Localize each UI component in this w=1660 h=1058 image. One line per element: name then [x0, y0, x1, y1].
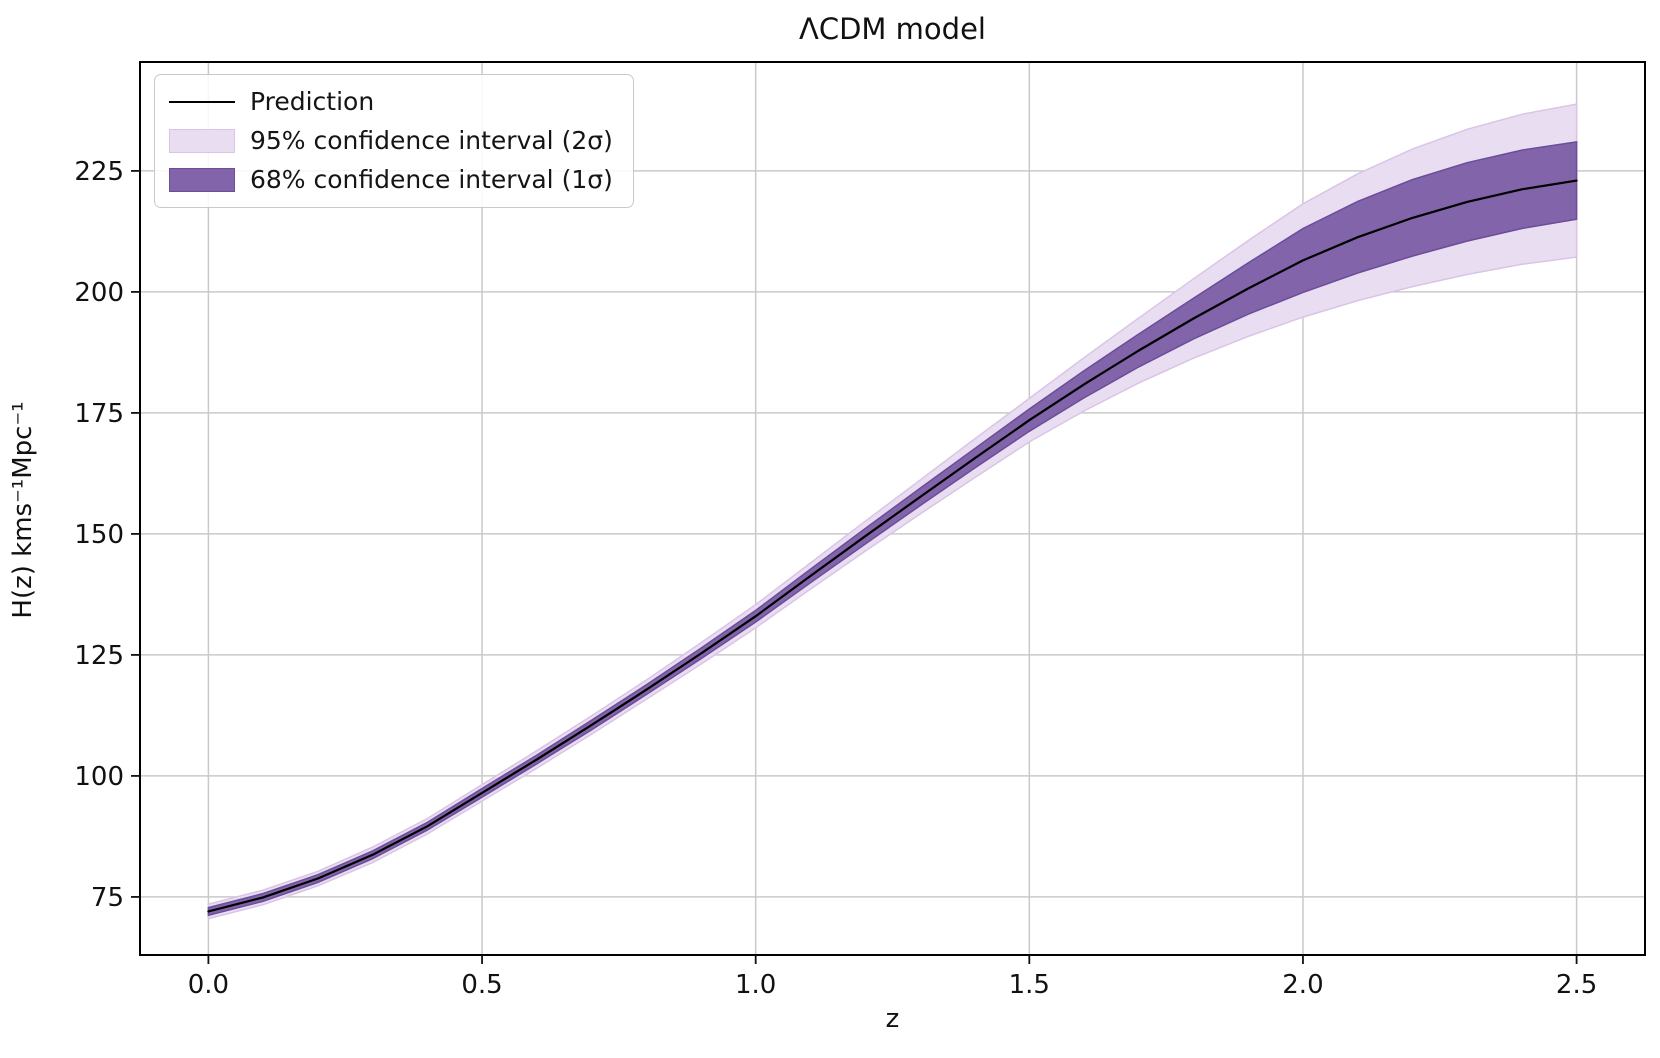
- x-tick-label: 1.0: [735, 970, 776, 1000]
- legend-label: Prediction: [250, 87, 375, 116]
- x-tick-label: 0.0: [188, 970, 229, 1000]
- y-tick-label: 125: [74, 641, 124, 671]
- legend-item-95ci: 95% confidence interval (2σ): [169, 126, 613, 156]
- x-tick-label: 1.5: [1009, 970, 1050, 1000]
- legend: Prediction 95% confidence interval (2σ) …: [154, 74, 634, 208]
- axes-spines: [139, 61, 1646, 956]
- y-tick-label: 100: [74, 762, 124, 792]
- y-axis-label: H(z) kms⁻¹Mpc⁻¹: [8, 401, 38, 619]
- y-tick-label: 75: [91, 883, 124, 913]
- y-tick-label: 150: [74, 520, 124, 550]
- y-tick-label: 200: [74, 278, 124, 308]
- y-tick-label: 175: [74, 399, 124, 429]
- ci68-band: [207, 141, 1578, 917]
- legend-item-68ci: 68% confidence interval (1σ): [169, 165, 613, 195]
- legend-label: 68% confidence interval (1σ): [250, 165, 613, 194]
- ci95-band-swatch: [169, 129, 235, 153]
- ci68-band-swatch: [169, 168, 235, 192]
- x-axis-label: z: [885, 1004, 900, 1034]
- legend-item-prediction: Prediction: [169, 87, 613, 117]
- x-tick-label: 2.5: [1556, 970, 1597, 1000]
- legend-label: 95% confidence interval (2σ): [250, 126, 613, 155]
- x-tick-label: 0.5: [461, 970, 502, 1000]
- x-tick-label: 2.0: [1282, 970, 1323, 1000]
- y-tick-label: 225: [74, 157, 124, 187]
- prediction-line: [207, 179, 1578, 913]
- prediction-line-swatch: [169, 90, 235, 114]
- chart-title: ΛCDM model: [799, 12, 986, 46]
